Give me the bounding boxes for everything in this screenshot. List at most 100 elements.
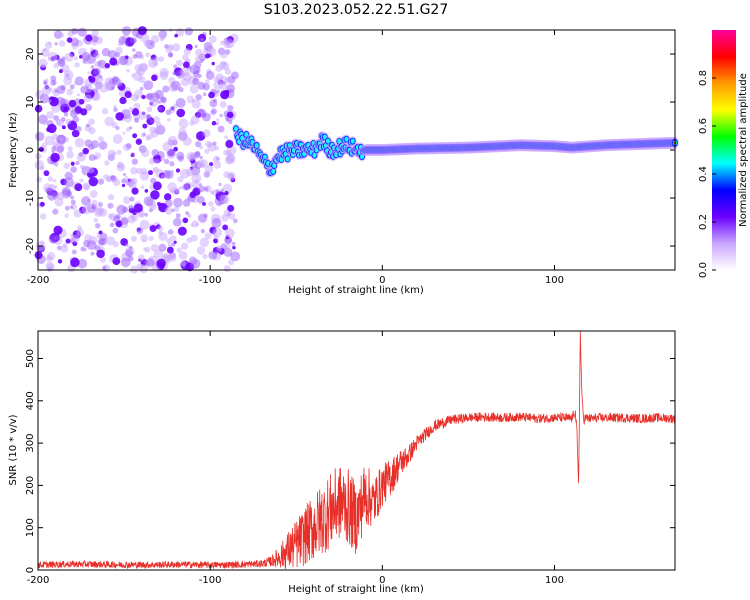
noise-blob (223, 265, 231, 273)
noise-blob (196, 108, 207, 118)
noise-blob (67, 146, 73, 152)
noise-blob (230, 251, 241, 262)
noise-blob (182, 54, 189, 61)
noise-blob (194, 150, 201, 157)
noise-blob (98, 141, 108, 150)
noise-blob (47, 87, 53, 92)
noise-blob (65, 118, 72, 125)
noise-blob (185, 211, 190, 216)
noise-blob (199, 156, 203, 160)
noise-blob (148, 235, 154, 242)
noise-blob (173, 197, 183, 208)
noise-blob (76, 225, 83, 231)
noise-blob (70, 161, 75, 166)
noise-blob (119, 96, 127, 105)
noise-blob (76, 93, 81, 97)
noise-blob (60, 84, 66, 91)
noise-blob (73, 56, 78, 61)
noise-blob (142, 123, 148, 129)
noise-blob (94, 81, 99, 86)
noise-blob (44, 78, 49, 83)
noise-blob (227, 204, 235, 212)
noise-blob (97, 201, 103, 208)
noise-blob (123, 173, 127, 177)
noise-blob (210, 206, 216, 212)
noise-blob (98, 230, 103, 235)
noise-blob (82, 147, 90, 155)
noise-blob (204, 164, 214, 174)
y-tick-label: 200 (25, 476, 36, 495)
noise-blob (54, 89, 58, 93)
noise-blob (166, 149, 177, 160)
noise-blob (94, 152, 102, 160)
noise-blob (186, 151, 196, 162)
noise-blob (86, 123, 90, 128)
noise-blob (88, 144, 95, 150)
noise-blob (205, 71, 215, 80)
noise-blob (85, 34, 93, 42)
noise-blob (158, 56, 165, 62)
noise-blob (47, 191, 57, 201)
noise-blob (66, 88, 73, 96)
noise-blob (182, 61, 190, 69)
noise-blob (167, 118, 171, 122)
noise-blob (55, 118, 62, 125)
noise-blob (77, 258, 88, 269)
colorbar-tick-label: 0.6 (698, 118, 709, 134)
noise-blob (156, 258, 166, 269)
noise-blob (211, 61, 215, 66)
noise-blob (144, 212, 148, 217)
noise-blob (190, 115, 200, 125)
noise-blob (140, 148, 150, 158)
noise-blob (151, 74, 158, 82)
noise-blob (215, 65, 223, 72)
noise-blob (130, 37, 137, 44)
noise-blob (183, 48, 191, 56)
noise-blob (162, 29, 168, 35)
noise-blob (88, 176, 99, 187)
noise-blob (96, 249, 105, 259)
noise-blob (90, 65, 95, 70)
noise-blob (74, 62, 80, 68)
noise-blob (104, 62, 111, 69)
noise-blob (148, 208, 153, 213)
noise-blob (128, 256, 134, 262)
noise-blob (39, 213, 47, 220)
noise-blob (135, 138, 143, 145)
noise-blob (110, 175, 116, 180)
noise-blob (174, 33, 178, 38)
y-tick-label: 300 (25, 434, 36, 453)
noise-blob (51, 146, 57, 152)
noise-blob (140, 234, 149, 243)
noise-blob (46, 111, 54, 119)
noise-blob (158, 230, 163, 236)
noise-blob (200, 38, 204, 42)
noise-blob (173, 240, 177, 244)
noise-blob (141, 94, 146, 100)
noise-blob (172, 43, 181, 52)
noise-blob (91, 29, 99, 37)
noise-blob (227, 104, 234, 112)
noise-blob (39, 201, 45, 207)
noise-blob (59, 137, 64, 142)
noise-blob (63, 177, 74, 188)
noise-blob (56, 192, 65, 201)
noise-blob (50, 75, 57, 82)
noise-blob (124, 91, 132, 99)
noise-blob (78, 152, 84, 157)
noise-blob (116, 149, 122, 155)
noise-blob (136, 227, 144, 235)
noise-blob (195, 141, 202, 148)
noise-blob (44, 135, 55, 146)
noise-blob (121, 26, 132, 36)
noise-blob (157, 225, 164, 232)
noise-blob (176, 247, 183, 253)
noise-blob (69, 174, 74, 179)
noise-blob (65, 238, 71, 244)
noise-blob (117, 161, 124, 168)
noise-blob (194, 179, 200, 184)
noise-blob (196, 246, 206, 255)
y-tick-label: 20 (25, 48, 36, 61)
noise-blob (202, 202, 206, 206)
noise-blob (195, 48, 203, 57)
